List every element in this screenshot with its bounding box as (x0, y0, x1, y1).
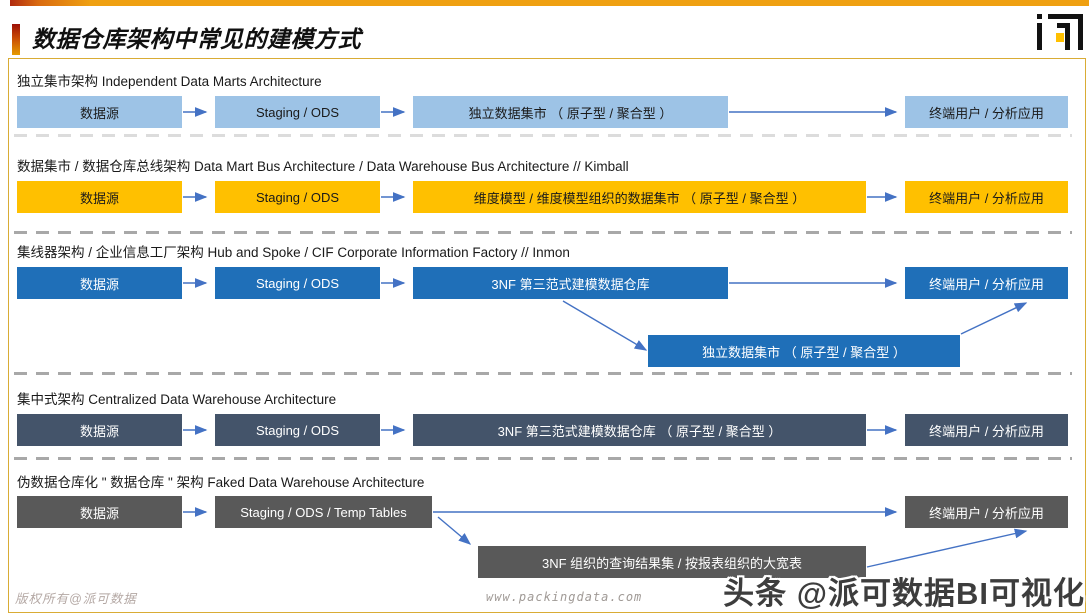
node-3nf-warehouse: 3NF 第三范式建模数据仓库 （ 原子型 / 聚合型 ） (413, 414, 866, 446)
node-staging-ods-temp: Staging / ODS / Temp Tables (215, 496, 432, 528)
node-end-users: 终端用户 / 分析应用 (905, 181, 1068, 213)
title-accent-bar (12, 24, 20, 55)
toutiao-watermark: 头条 @派可数据BI可视化 (723, 576, 1085, 611)
node-end-users: 终端用户 / 分析应用 (905, 496, 1068, 528)
node-3nf-warehouse: 3NF 第三范式建模数据仓库 (413, 267, 728, 299)
page-title: 数据仓库架构中常见的建模方式 (32, 26, 361, 52)
node-staging-ods: Staging / ODS (215, 414, 380, 446)
node-data-source: 数据源 (17, 414, 182, 446)
section4-heading: 集中式架构 Centralized Data Warehouse Archite… (17, 392, 337, 407)
node-data-source: 数据源 (17, 96, 182, 128)
node-data-mart: 独立数据集市 （ 原子型 / 聚合型 ） (413, 96, 728, 128)
node-staging-ods: Staging / ODS (215, 181, 380, 213)
node-data-source: 数据源 (17, 267, 182, 299)
node-end-users: 终端用户 / 分析应用 (905, 96, 1068, 128)
node-end-users: 终端用户 / 分析应用 (905, 414, 1068, 446)
node-end-users: 终端用户 / 分析应用 (905, 267, 1068, 299)
node-data-source: 数据源 (17, 496, 182, 528)
section3-heading: 集线器架构 / 企业信息工厂架构 Hub and Spoke / CIF Cor… (17, 245, 570, 260)
section-divider (14, 134, 1072, 137)
node-staging-ods: Staging / ODS (215, 96, 380, 128)
section5-heading: 伪数据仓库化 " 数据仓库 " 架构 Faked Data Warehouse … (17, 475, 425, 490)
section-divider (14, 231, 1072, 234)
section-divider (14, 457, 1072, 460)
section1-heading: 独立集市架构 Independent Data Marts Architectu… (17, 74, 322, 89)
website-text: www.packingdata.com (486, 590, 643, 604)
node-dimensional-model: 维度模型 / 维度模型组织的数据集市 （ 原子型 / 聚合型 ） (413, 181, 866, 213)
node-staging-ods: Staging / ODS (215, 267, 380, 299)
top-accent-bar (10, 0, 1089, 6)
node-data-source: 数据源 (17, 181, 182, 213)
brand-logo-icon (1037, 14, 1083, 50)
section-divider (14, 372, 1072, 375)
node-wide-table: 3NF 组织的查询结果集 / 按报表组织的大宽表 (478, 546, 866, 578)
node-dependent-data-mart: 独立数据集市 （ 原子型 / 聚合型 ） (648, 335, 960, 367)
copyright-text: 版权所有@派可数据 (15, 592, 137, 606)
section2-heading: 数据集市 / 数据仓库总线架构 Data Mart Bus Architectu… (17, 159, 629, 174)
